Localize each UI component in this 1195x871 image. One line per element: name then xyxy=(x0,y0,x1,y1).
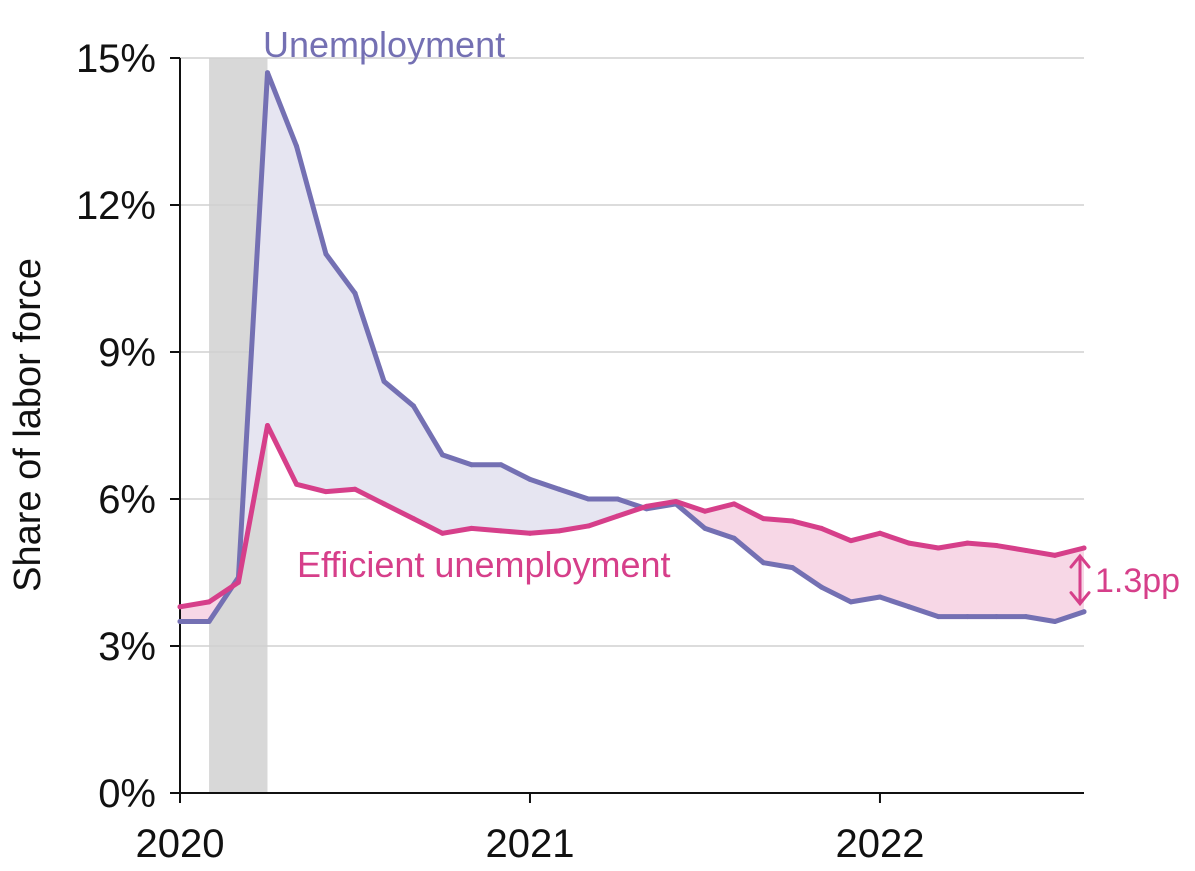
data-point-efficient-unemployment xyxy=(673,498,679,504)
axes xyxy=(170,57,1084,803)
data-point-efficient-unemployment xyxy=(994,543,1000,549)
data-point-efficient-unemployment xyxy=(206,599,212,605)
data-point-efficient-unemployment xyxy=(556,528,562,534)
data-point-efficient-unemployment xyxy=(614,513,620,519)
data-point-efficient-unemployment xyxy=(1052,552,1058,558)
data-point-efficient-unemployment xyxy=(702,508,708,514)
data-point-efficient-unemployment xyxy=(498,528,504,534)
gap-fill-layer xyxy=(180,72,1084,622)
data-point-efficient-unemployment xyxy=(410,516,416,522)
data-point-unemployment xyxy=(177,619,183,624)
gap-fill-efficient-above xyxy=(642,501,1084,622)
data-point-unemployment xyxy=(906,604,912,610)
series-line-efficient-unemployment xyxy=(177,423,1087,610)
data-point-unemployment xyxy=(964,614,970,620)
data-point-unemployment xyxy=(294,143,300,149)
series-line-unemployment xyxy=(177,70,1087,624)
y-tick-label: 12% xyxy=(76,184,156,228)
gap-arrowhead-up xyxy=(1069,553,1091,569)
data-point-unemployment xyxy=(702,525,708,531)
data-point-efficient-unemployment xyxy=(644,503,650,509)
data-point-efficient-unemployment xyxy=(1023,547,1029,553)
data-point-efficient-unemployment xyxy=(527,530,533,536)
data-point-efficient-unemployment xyxy=(789,518,795,524)
data-point-unemployment xyxy=(264,70,270,76)
data-point-efficient-unemployment xyxy=(469,525,475,531)
data-point-unemployment xyxy=(469,462,475,468)
data-point-efficient-unemployment xyxy=(964,540,970,546)
data-point-efficient-unemployment xyxy=(848,538,854,544)
y-tick-label: 3% xyxy=(98,625,156,669)
x-tick-label: 2021 xyxy=(485,822,574,866)
x-tick-label: 2020 xyxy=(136,822,225,866)
gap-arrowhead-down xyxy=(1069,591,1091,607)
series-label-efficient-unemployment: Efficient unemployment xyxy=(297,544,671,585)
data-point-efficient-unemployment xyxy=(906,540,912,546)
tick-labels: 0% 3% 6% 9% 12% 15% 2020 2021 2022 xyxy=(76,37,925,866)
data-point-efficient-unemployment xyxy=(264,423,270,428)
data-point-efficient-unemployment xyxy=(352,486,358,492)
data-point-efficient-unemployment xyxy=(294,481,300,487)
data-point-unemployment xyxy=(760,560,766,566)
data-point-unemployment xyxy=(352,290,358,296)
data-point-unemployment xyxy=(877,594,883,600)
data-point-unemployment xyxy=(614,496,620,502)
y-tick-label: 15% xyxy=(76,37,156,81)
y-tick-label: 0% xyxy=(98,772,156,816)
data-point-efficient-unemployment xyxy=(235,579,241,585)
data-point-unemployment xyxy=(1023,614,1029,620)
data-point-unemployment xyxy=(1081,609,1087,615)
data-point-efficient-unemployment xyxy=(819,525,825,531)
data-point-unemployment xyxy=(935,614,941,620)
data-point-unemployment xyxy=(439,452,445,458)
y-tick-label: 9% xyxy=(98,331,156,375)
y-tick-label: 6% xyxy=(98,478,156,522)
data-point-unemployment xyxy=(585,496,591,502)
data-point-efficient-unemployment xyxy=(1081,545,1087,551)
data-point-unemployment xyxy=(1052,619,1058,624)
data-point-unemployment xyxy=(848,599,854,605)
data-point-efficient-unemployment xyxy=(381,501,387,507)
data-point-unemployment xyxy=(206,619,212,624)
data-point-unemployment xyxy=(410,403,416,409)
data-point-efficient-unemployment xyxy=(760,516,766,522)
data-point-unemployment xyxy=(527,476,533,482)
data-point-efficient-unemployment xyxy=(731,501,737,507)
data-point-efficient-unemployment xyxy=(877,530,883,536)
y-axis-title: Share of labor force xyxy=(7,258,49,592)
data-point-unemployment xyxy=(819,584,825,590)
gap-fill-unemployment-above xyxy=(232,72,643,587)
data-point-efficient-unemployment xyxy=(935,545,941,551)
gap-label: 1.3pp xyxy=(1095,562,1180,600)
series-label-unemployment: Unemployment xyxy=(263,24,505,65)
data-point-unemployment xyxy=(994,614,1000,620)
data-point-unemployment xyxy=(556,486,562,492)
data-point-efficient-unemployment xyxy=(177,604,183,610)
data-point-unemployment xyxy=(381,378,387,384)
data-point-efficient-unemployment xyxy=(439,530,445,536)
data-point-unemployment xyxy=(789,565,795,571)
data-point-unemployment xyxy=(731,535,737,541)
data-point-unemployment xyxy=(498,462,504,468)
data-point-unemployment xyxy=(323,251,329,257)
x-tick-label: 2022 xyxy=(835,822,924,866)
data-point-efficient-unemployment xyxy=(323,489,329,495)
gap-annotation xyxy=(1069,553,1091,607)
series-lines xyxy=(177,70,1087,624)
data-point-efficient-unemployment xyxy=(585,523,591,529)
